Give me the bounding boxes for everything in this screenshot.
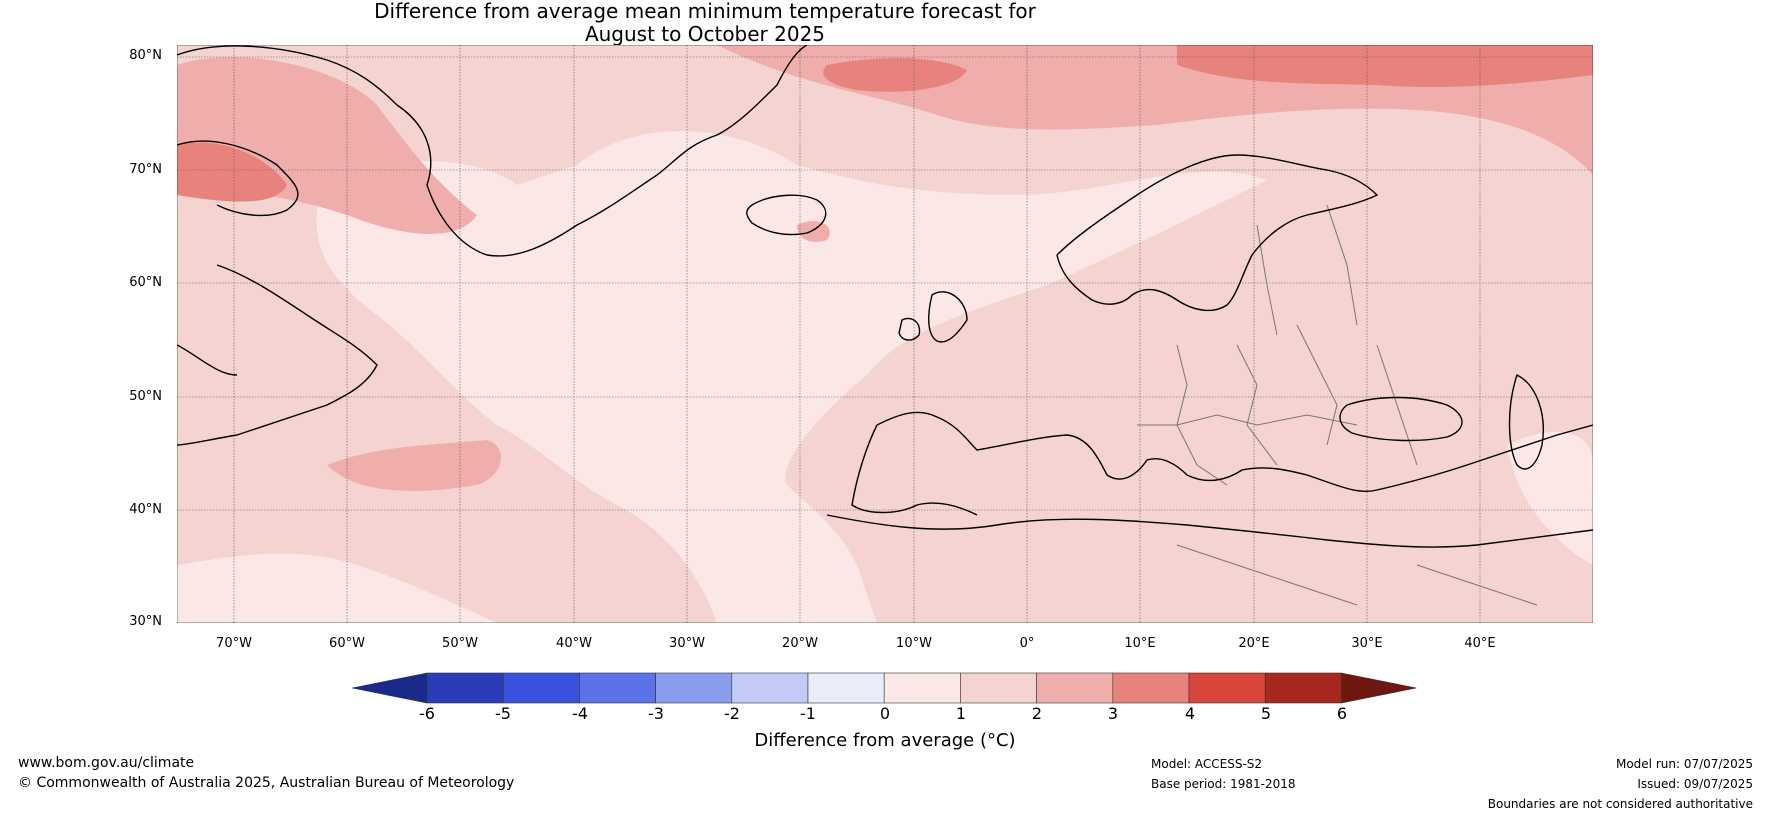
colorbar-extend-low [352,672,428,704]
anomaly-0-1-region-caspian [1507,431,1593,565]
colorbar-tick-4: 4 [1184,704,1196,723]
lon-label-40w: 40°W [556,636,592,651]
lon-label-30e: 30°E [1351,636,1383,651]
lat-label-40n: 40°N [129,502,162,517]
copyright-text: © Commonwealth of Australia 2025, Austra… [18,775,515,791]
colorbar-tick-minus-1: -1 [800,704,816,723]
colorbar-segment [579,672,656,704]
model-run-text: Model run: 07/07/2025 [1615,757,1753,771]
anomaly-3-4-region-baffin [177,142,287,202]
colorbar-tick-minus-6: -6 [419,704,435,723]
coastlines [177,45,1593,548]
lon-label-10e: 10°E [1124,636,1156,651]
colorbar-tick-2: 2 [1031,704,1043,723]
anomaly-2-3-region-iceland [797,220,830,242]
colorbar-segment [655,672,733,704]
lon-label-20e: 20°E [1238,636,1270,651]
lon-label-60w: 60°W [329,636,365,651]
colorbar-segment [1112,672,1190,704]
anomaly-0-1-region-atlantic [316,131,1267,623]
graticule [177,45,1593,623]
country-borders [1137,204,1538,606]
temperature-anomaly-map [177,45,1593,623]
lat-label-60n: 60°N [129,275,162,290]
colorbar-tick-minus-2: -2 [724,704,740,723]
colorbar-tick-0: 0 [879,704,891,723]
colorbar-tick-minus-3: -3 [648,704,664,723]
colorbar-segment [731,672,809,704]
colorbar-segment [502,672,580,704]
colorbar [352,672,1417,704]
colorbar-tick-minus-4: -4 [572,704,588,723]
title-line-1: Difference from average mean minimum tem… [374,0,1036,23]
lon-label-10w: 10°W [896,636,932,651]
anomaly-2-3-region-newfoundland [327,440,501,491]
model-text: Model: ACCESS-S2 [1151,757,1263,771]
title-line-2: August to October 2025 [584,22,826,46]
colorbar-segment [807,672,885,704]
colorbar-segment [1188,672,1266,704]
disclaimer-text: Boundaries are not considered authoritat… [1487,797,1753,811]
lon-label-50w: 50°W [442,636,478,651]
colorbar-tick-1: 1 [955,704,967,723]
website-text: www.bom.gov.au/climate [18,755,195,771]
colorbar-tick-6: 6 [1336,704,1348,723]
issued-text: Issued: 09/07/2025 [1637,777,1753,791]
lat-label-30n: 30°N [129,614,162,629]
lat-label-70n: 70°N [129,162,162,177]
lat-label-50n: 50°N [129,389,162,404]
lon-label-70w: 70°W [216,636,252,651]
colorbar-tick-minus-5: -5 [495,704,511,723]
lon-label-20w: 20°W [782,636,818,651]
colorbar-tick-3: 3 [1107,704,1119,723]
lon-label-30w: 30°W [669,636,705,651]
colorbar-segment [1264,672,1342,704]
base-period-text: Base period: 1981-2018 [1151,777,1296,791]
anomaly-3-4-region-greenland-sea [823,58,967,92]
lon-label-40e: 40°E [1464,636,1496,651]
colorbar-segment [426,672,504,704]
lat-label-80n: 80°N [129,48,162,63]
lon-label-0: 0° [1019,636,1035,651]
colorbar-tick-5: 5 [1260,704,1272,723]
anomaly-0-1-region-south [177,553,497,623]
anomaly-3-4-region-svalbard [1177,45,1593,87]
colorbar-segment [1036,672,1114,704]
colorbar-segment [883,672,961,704]
colorbar-segment [960,672,1037,704]
map-title: Difference from average mean minimum tem… [0,0,1410,46]
colorbar-label: Difference from average (°C) [754,730,1016,751]
colorbar-extend-high [1341,672,1417,704]
